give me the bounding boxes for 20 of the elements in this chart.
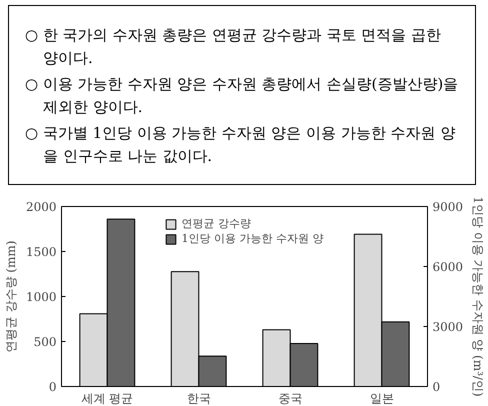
x-tick-label: 중국	[278, 392, 302, 406]
text: ○ 이용 가능한 수자원 양은 수자원 총량에서 손실량(증발산량)을 제외한 양이다.	[25, 74, 459, 118]
y2-tick-label: 9000	[432, 200, 464, 214]
y-tick-label: 0	[48, 380, 57, 394]
y-tick-label: 1000	[26, 290, 57, 304]
x-tick-label: 한국	[186, 392, 211, 406]
y2-tick-label: 3000	[432, 320, 464, 334]
y2-axis-title: 1인당 이용 가능한 수자원 양 (m³/인)	[471, 196, 486, 397]
text: ○ 국가별 1인당 이용 가능한 수자원 양은 이용 가능한 수자원 양을 인구수로 나눈 값이다.	[25, 123, 456, 166]
y2-tick-label: 0	[432, 380, 440, 394]
y2-tick-label: 6000	[432, 260, 464, 274]
x-tick-label: 일본	[370, 392, 394, 406]
legend-label: 연평균 강수량	[182, 216, 251, 231]
y-tick-label: 1500	[26, 245, 57, 259]
legend-label: 1인당 이용 가능한 수자원 양	[182, 231, 324, 246]
y-tick-label: 2000	[26, 200, 57, 214]
y-axis-title: 연평균 강수량 (mm)	[4, 240, 18, 352]
y-tick-label: 500	[34, 335, 56, 349]
text: ○ 한 국가의 수자원 총량은 연평균 강수량과 국토 면적을 곱한 양이다.	[25, 25, 442, 68]
x-tick-label: 세계 평균	[81, 392, 134, 406]
